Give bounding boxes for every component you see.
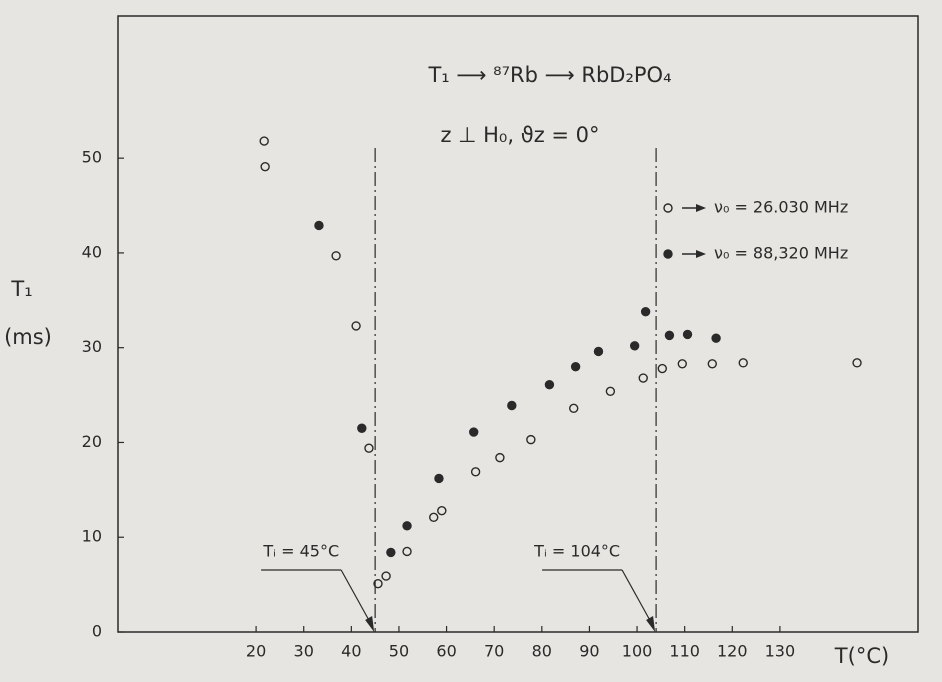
data-point <box>638 373 648 383</box>
data-point <box>526 434 536 445</box>
data-point <box>495 452 505 463</box>
data-point <box>657 363 667 374</box>
data-point <box>260 161 270 172</box>
x-tick-label: 110 <box>669 642 700 661</box>
data-point <box>351 321 361 331</box>
data-point <box>629 341 640 351</box>
data-point <box>605 386 616 396</box>
data-point <box>711 333 721 343</box>
legend-arrow-head <box>696 204 706 212</box>
data-point <box>434 473 444 484</box>
data-point <box>331 251 341 261</box>
y-tick-label: 20 <box>82 432 102 451</box>
data-point <box>373 578 383 589</box>
data-point <box>470 467 481 477</box>
data-point <box>381 571 391 581</box>
y-tick-label: 0 <box>92 622 102 641</box>
data-point <box>402 521 412 531</box>
data-point <box>357 423 367 433</box>
data-point <box>738 358 748 368</box>
data-point <box>677 359 687 369</box>
annotation-arrow <box>340 569 373 627</box>
chart-title: T₁ ⟶ ⁸⁷Rb ⟶ RbD₂PO₄ <box>427 63 671 87</box>
x-tick-label: 90 <box>579 642 599 661</box>
legend-arrow-head <box>696 250 706 258</box>
data-point <box>569 403 579 414</box>
data-point <box>507 400 517 411</box>
plot-frame <box>117 15 919 633</box>
data-point <box>664 330 675 341</box>
x-tick-label: 40 <box>341 642 361 661</box>
annotation-arrow <box>621 569 654 627</box>
annotation-label: Tᵢ = 104°C <box>533 542 620 561</box>
data-point <box>544 379 555 390</box>
x-tick-label: 60 <box>436 642 456 661</box>
legend-marker <box>663 203 673 213</box>
legend-label: ν₀ = 26.030 MHz <box>714 198 848 217</box>
y-tick-label: 10 <box>82 527 102 546</box>
x-axis-label: T(°C) <box>834 644 889 668</box>
legend-label: ν₀ = 88,320 MHz <box>714 244 848 263</box>
data-point <box>402 546 412 557</box>
data-point <box>437 505 447 516</box>
y-tick-label: 30 <box>82 337 102 356</box>
arrow-head <box>365 616 375 632</box>
data-point <box>640 306 651 317</box>
data-point <box>364 443 374 453</box>
x-tick-label: 80 <box>532 642 552 661</box>
data-point <box>682 329 693 340</box>
x-tick-label: 100 <box>622 642 653 661</box>
data-point <box>593 346 604 357</box>
data-point <box>259 136 269 146</box>
arrow-head <box>646 616 656 632</box>
data-point <box>386 547 396 558</box>
y-tick-label: 40 <box>82 242 102 261</box>
x-tick-label: 50 <box>389 642 409 661</box>
chart-subtitle: z ⊥ H₀, ϑz = 0° <box>440 123 599 147</box>
x-tick-label: 30 <box>294 642 314 661</box>
data-point <box>570 361 581 372</box>
data-point <box>469 427 479 437</box>
x-tick-label: 20 <box>246 642 266 661</box>
data-point <box>707 359 717 369</box>
x-tick-label: 70 <box>484 642 504 661</box>
x-tick-label: 120 <box>717 642 748 661</box>
legend-marker <box>663 249 673 259</box>
data-point <box>429 512 439 523</box>
x-tick-label: 130 <box>765 642 796 661</box>
annotation-label: Tᵢ = 45°C <box>262 542 339 561</box>
data-point <box>852 358 862 368</box>
data-point <box>314 220 324 231</box>
y-axis-unit: (ms) <box>4 325 52 349</box>
y-tick-label: 50 <box>82 148 102 167</box>
y-axis-label: T₁ <box>10 277 32 301</box>
